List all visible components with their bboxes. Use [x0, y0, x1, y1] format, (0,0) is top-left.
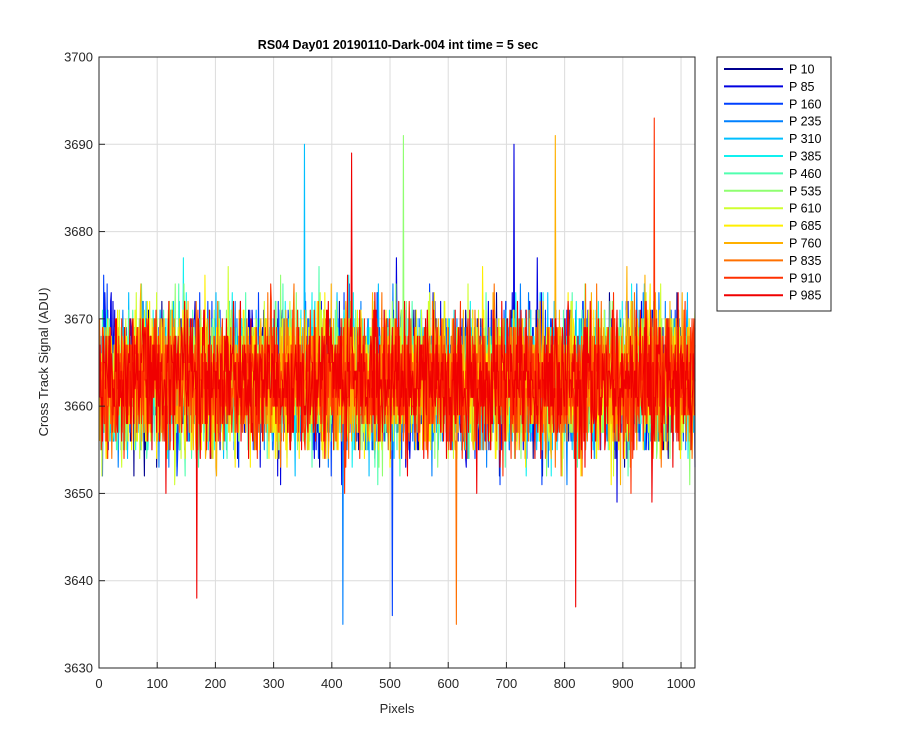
x-tick-label: 600	[437, 676, 459, 691]
legend-label: P 235	[789, 115, 821, 129]
x-tick-label: 700	[496, 676, 518, 691]
legend-label: P 985	[789, 289, 821, 303]
y-tick-label: 3630	[64, 661, 93, 676]
y-tick-label: 3700	[64, 50, 93, 65]
legend-label: P 610	[789, 202, 821, 216]
series-line	[99, 117, 696, 494]
y-tick-label: 3640	[64, 573, 93, 588]
x-tick-label: 200	[205, 676, 227, 691]
y-tick-label: 3670	[64, 311, 93, 326]
legend-label: P 760	[789, 237, 821, 251]
y-tick-label: 3690	[64, 137, 93, 152]
legend-label: P 10	[789, 63, 815, 77]
legend-label: P 160	[789, 97, 821, 111]
x-tick-label: 800	[554, 676, 576, 691]
legend: P 10 P 85 P 160 P 235 P 310 P 385 P 460 P 535 P …	[716, 56, 832, 312]
y-axis-label: Cross Track Signal (ADU)	[36, 288, 51, 437]
y-tick-label: 3680	[64, 224, 93, 239]
legend-label: P 685	[789, 219, 821, 233]
legend-label: P 385	[789, 150, 821, 164]
x-tick-label: 1000	[667, 676, 696, 691]
legend-label: P 460	[789, 167, 821, 181]
legend-label: P 910	[789, 271, 821, 285]
y-tick-label: 3650	[64, 486, 93, 501]
x-tick-label: 100	[146, 676, 168, 691]
series-lines	[99, 117, 696, 625]
x-axis-label: Pixels	[380, 701, 415, 716]
plot-frame	[98, 56, 696, 669]
y-tick-label: 3660	[64, 399, 93, 414]
series-line	[99, 152, 696, 608]
x-tick-label: 0	[95, 676, 102, 691]
legend-label: P 310	[789, 132, 821, 146]
chart-title: RS04 Day01 20190110-Dark-004 int time = …	[258, 38, 538, 52]
x-tick-label: 400	[321, 676, 343, 691]
x-tick-label: 300	[263, 676, 285, 691]
x-tick-label: 900	[612, 676, 634, 691]
legend-label: P 85	[789, 80, 815, 94]
x-axis: 0 100 200 300 400 500 600 700 800 900 1000	[95, 662, 695, 691]
y-axis: 3630 3640 3650 3660 3670 3680 3690 3700	[64, 50, 105, 676]
legend-label: P 835	[789, 254, 821, 268]
legend-box	[716, 56, 832, 312]
legend-label: P 535	[789, 184, 821, 198]
x-tick-label: 500	[379, 676, 401, 691]
